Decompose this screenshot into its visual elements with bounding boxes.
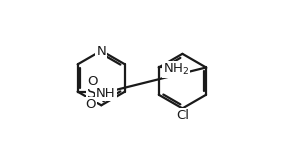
Text: NH: NH (96, 87, 116, 100)
Text: S: S (87, 86, 96, 101)
Text: NH$_2$: NH$_2$ (163, 62, 189, 77)
Text: O: O (86, 98, 96, 111)
Text: Cl: Cl (176, 109, 189, 122)
Text: O: O (87, 75, 98, 88)
Text: N: N (96, 45, 106, 58)
